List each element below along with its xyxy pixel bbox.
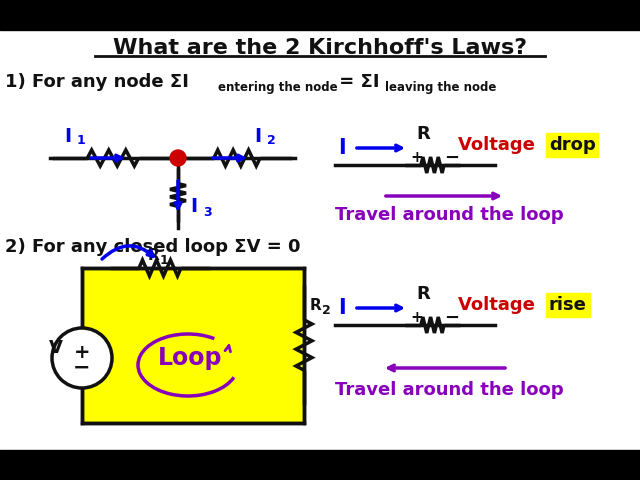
- Text: I: I: [338, 298, 346, 318]
- Circle shape: [170, 150, 186, 166]
- Text: Travel around the loop: Travel around the loop: [335, 206, 564, 224]
- Text: V: V: [49, 339, 63, 357]
- Text: +: +: [410, 311, 423, 325]
- Text: 1) For any node ΣI: 1) For any node ΣI: [5, 73, 189, 91]
- Text: +: +: [410, 151, 423, 166]
- Text: 2: 2: [322, 304, 331, 317]
- Text: −: −: [444, 309, 459, 327]
- FancyBboxPatch shape: [82, 268, 304, 423]
- Text: 3: 3: [203, 206, 212, 219]
- Text: 2) For any closed loop ΣV = 0: 2) For any closed loop ΣV = 0: [5, 238, 301, 256]
- Text: I: I: [190, 197, 197, 216]
- Text: R: R: [148, 248, 160, 263]
- Text: 2: 2: [267, 134, 276, 147]
- Text: I: I: [64, 127, 71, 145]
- Text: I: I: [254, 127, 261, 145]
- Text: What are the 2 Kirchhoff's Laws?: What are the 2 Kirchhoff's Laws?: [113, 38, 527, 58]
- Text: R: R: [310, 298, 322, 312]
- Text: drop: drop: [549, 136, 596, 154]
- Text: Voltage: Voltage: [458, 296, 541, 314]
- Text: = ΣI: = ΣI: [333, 73, 380, 91]
- Text: rise: rise: [549, 296, 587, 314]
- Text: R: R: [416, 285, 429, 303]
- Text: entering the node: entering the node: [218, 81, 338, 94]
- Text: −: −: [444, 149, 459, 167]
- Text: 1: 1: [77, 134, 86, 147]
- Text: Travel around the loop: Travel around the loop: [335, 381, 564, 399]
- Text: Voltage: Voltage: [458, 136, 541, 154]
- Text: I: I: [338, 138, 346, 158]
- Text: Loop: Loop: [157, 346, 222, 370]
- Circle shape: [52, 328, 112, 388]
- Text: −: −: [73, 358, 91, 378]
- Text: +: +: [74, 343, 90, 361]
- Text: leaving the node: leaving the node: [385, 81, 497, 94]
- Text: R: R: [416, 125, 429, 143]
- Text: 1: 1: [160, 254, 169, 267]
